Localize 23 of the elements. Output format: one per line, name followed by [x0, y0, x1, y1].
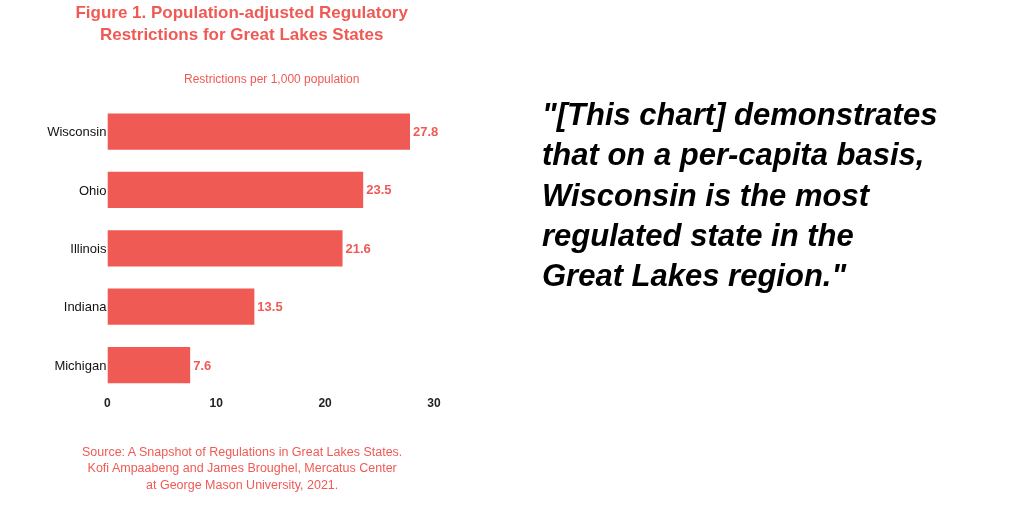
data-label: 7.6	[193, 357, 212, 373]
x-tick-label: 0	[104, 396, 112, 411]
y-tick-label: Ohio	[78, 182, 107, 198]
x-tick-label: 20	[318, 396, 333, 411]
y-tick-label: Wisconsin	[47, 124, 107, 140]
bar	[107, 171, 364, 209]
bar	[107, 230, 343, 267]
source-note: Source: A Snapshot of Regulations in Great Lakes States. Kofi Ampaabeng and James Broughel, Mercatus Center at George Mason University, 2021.	[82, 445, 403, 492]
y-tick-label: Michigan	[54, 357, 107, 373]
x-tick-label: 30	[427, 396, 441, 411]
data-label: 27.8	[413, 124, 439, 140]
chart-title: Figure 1. Population-adjusted Regulatory Restrictions for Great Lakes States	[75, 2, 409, 45]
text: "[This chart] demonstrates that on a per-capita basis, Wisconsin is the most regulated state in the Great Lakes region."	[542, 97, 938, 294]
chart-subtitle: Restrictions per 1,000 population	[184, 72, 360, 86]
bar	[107, 113, 410, 150]
data-label: 23.5	[366, 182, 392, 198]
data-label: 21.6	[345, 240, 371, 256]
x-tick-label: 10	[209, 396, 224, 411]
bar	[107, 346, 191, 384]
bar	[107, 288, 255, 325]
data-label: 13.5	[257, 299, 283, 315]
y-tick-label: Illinois	[70, 240, 107, 256]
y-tick-label: Indiana	[63, 299, 108, 315]
